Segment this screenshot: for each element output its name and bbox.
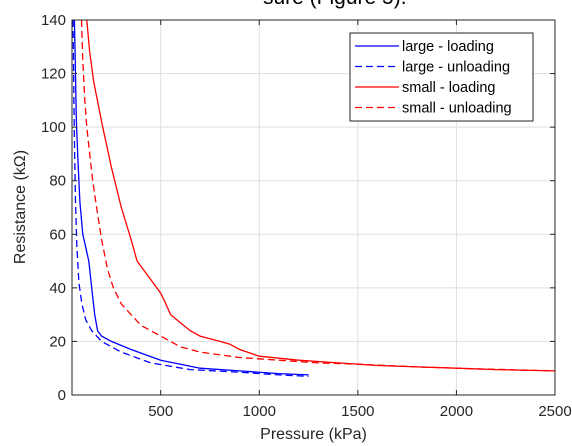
x-tick-label: 2000 (440, 403, 473, 420)
x-tick-label: 1000 (243, 403, 276, 420)
y-tick-label: 0 (58, 387, 66, 404)
y-tick-label: 80 (49, 173, 66, 190)
figure-caption-fragment: sure (Figure 5). (263, 0, 407, 10)
legend-label-3: small - unloading (402, 101, 512, 117)
y-axis-title: Resistance (kΩ) (12, 150, 29, 264)
x-tick-label: 1500 (341, 403, 374, 420)
series-line-3 (80, 20, 555, 372)
x-axis-title: Pressure (kPa) (260, 426, 367, 443)
series-line-0 (73, 20, 309, 376)
y-tick-label: 20 (49, 333, 66, 350)
axis-ticks: 500 1000 1500 2000 2500 0 20 40 60 80 100 120 140 (41, 12, 572, 420)
y-tick-label: 100 (41, 119, 66, 136)
plot-frame (71, 19, 556, 396)
y-tick-label: 60 (49, 226, 66, 243)
x-tick-label: 500 (148, 403, 173, 420)
y-tick-label: 140 (41, 12, 66, 29)
legend: large - loading large - unloading small - … (349, 32, 534, 122)
x-tick-label: 2500 (538, 403, 571, 420)
legend-box (349, 32, 534, 122)
series-lines (72, 20, 555, 377)
y-tick-label: 120 (41, 66, 66, 83)
y-tick-label: 40 (49, 280, 66, 297)
legend-label-0: large - loading (402, 39, 494, 55)
legend-label-2: small - loading (402, 80, 496, 96)
legend-label-1: large - unloading (402, 60, 510, 76)
series-line-1 (72, 20, 309, 377)
